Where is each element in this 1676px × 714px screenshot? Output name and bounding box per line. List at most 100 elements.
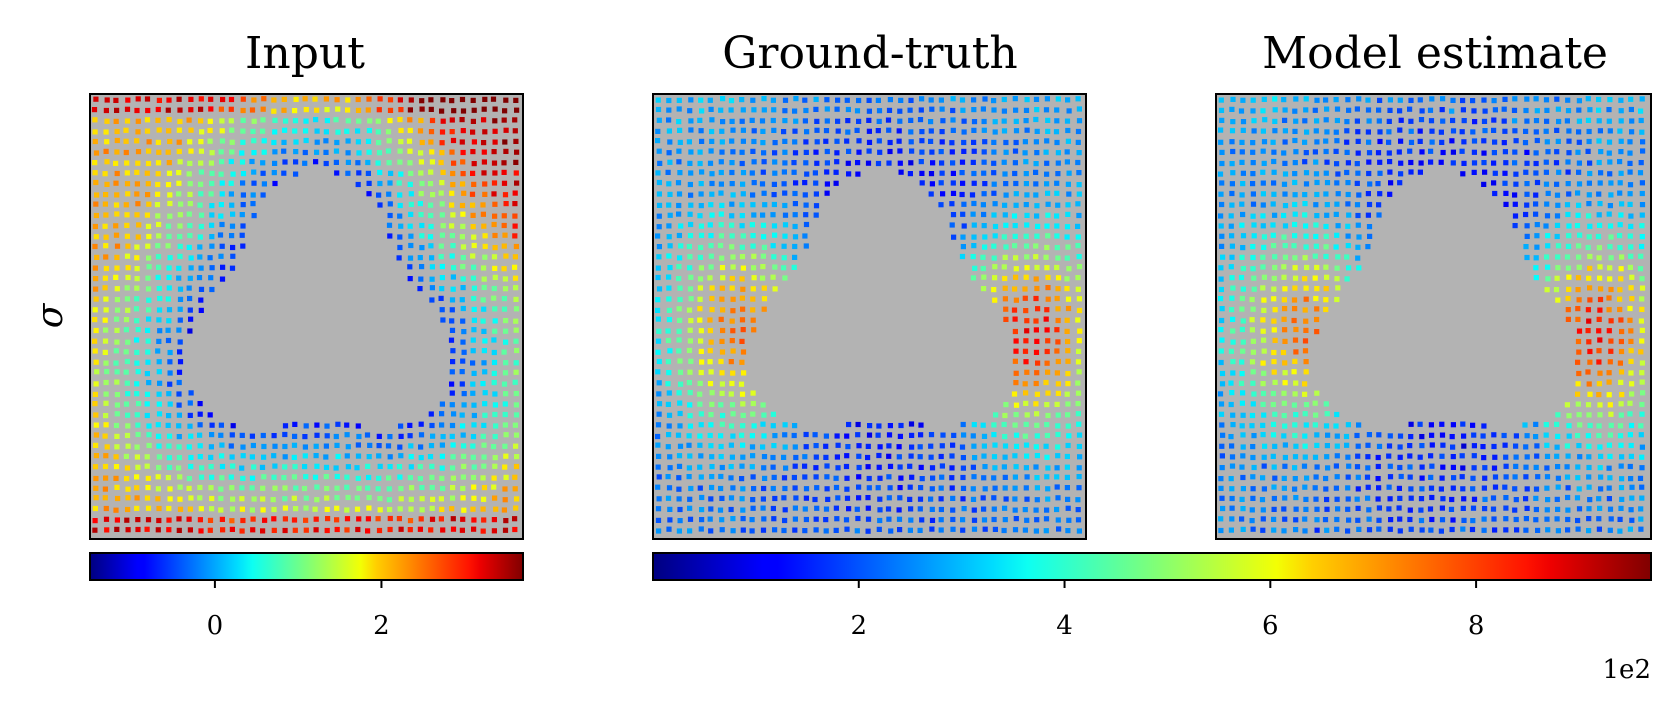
heatmap-cell <box>387 118 393 124</box>
heatmap-cell <box>698 181 704 187</box>
heatmap-cell <box>1281 181 1288 187</box>
heatmap-cell <box>1064 328 1070 334</box>
heatmap-cell <box>1638 432 1644 438</box>
heatmap-cell <box>1323 401 1329 407</box>
heatmap-cell <box>698 369 704 376</box>
heatmap-cell <box>240 202 246 208</box>
heatmap-cell <box>1586 464 1592 471</box>
heatmap-cell <box>1470 98 1476 104</box>
heatmap-cell <box>1065 296 1072 302</box>
heatmap-cell <box>1408 434 1414 440</box>
heatmap-cell <box>218 507 224 513</box>
heatmap-cell <box>718 190 724 196</box>
heatmap-cell <box>844 453 850 459</box>
heatmap-cell <box>272 443 278 449</box>
heatmap-cell <box>1628 328 1634 334</box>
heatmap-cell <box>1575 359 1581 365</box>
heatmap-cell <box>718 107 724 113</box>
heatmap-cell <box>1627 150 1633 156</box>
heatmap-cell <box>1054 506 1060 513</box>
heatmap-cell <box>407 181 413 187</box>
heatmap-cell <box>1076 264 1083 270</box>
heatmap-cell <box>302 453 308 459</box>
heatmap-cell <box>1502 170 1508 176</box>
heatmap-cell <box>1639 444 1645 450</box>
heatmap-cell <box>718 181 724 187</box>
heatmap-cell <box>491 349 497 356</box>
heatmap-cell <box>1544 287 1550 293</box>
heatmap-cell <box>1013 370 1019 376</box>
heatmap-cell <box>740 401 746 407</box>
heatmap-cell <box>1398 473 1404 480</box>
heatmap-cell <box>1076 338 1082 344</box>
heatmap-cell <box>940 191 946 197</box>
heatmap-cell <box>1001 421 1007 428</box>
heatmap-cell <box>144 371 150 377</box>
heatmap-cell <box>1293 412 1299 418</box>
heatmap-cell <box>1240 506 1246 512</box>
heatmap-cell <box>1229 275 1235 281</box>
heatmap-cell <box>1064 276 1070 282</box>
heatmap-cell <box>1064 159 1070 165</box>
heatmap-cell <box>877 444 883 450</box>
heatmap-cell <box>354 506 361 512</box>
heatmap-cell <box>198 96 204 102</box>
heatmap-cell <box>439 232 445 238</box>
heatmap-cell <box>698 453 704 459</box>
heatmap-cell <box>471 484 477 490</box>
heatmap-cell <box>398 433 404 439</box>
heatmap-cell <box>1065 127 1071 134</box>
heatmap-cell <box>1596 328 1602 334</box>
heatmap-cell <box>740 516 746 522</box>
colorbar-shared-tick-label: 6 <box>1262 611 1279 641</box>
heatmap-cell <box>104 369 110 375</box>
heatmap-cell <box>166 97 172 103</box>
heatmap-cell <box>1064 464 1070 470</box>
heatmap-cell <box>1596 118 1602 124</box>
heatmap-cell <box>824 106 830 112</box>
heatmap-cell <box>1045 296 1051 302</box>
heatmap-cell <box>1365 484 1371 490</box>
heatmap-cell <box>1344 276 1350 282</box>
heatmap-cell <box>1334 296 1340 303</box>
heatmap-cell <box>688 221 694 228</box>
heatmap-cell <box>187 423 193 429</box>
heatmap-cell <box>1075 390 1082 396</box>
heatmap-cell <box>1533 170 1539 176</box>
heatmap-cell <box>1055 423 1061 429</box>
heatmap-cell <box>959 170 965 176</box>
heatmap-cell <box>1313 202 1319 208</box>
heatmap-cell <box>919 180 925 186</box>
heatmap-cell <box>749 464 755 470</box>
heatmap-cell <box>1002 296 1008 302</box>
heatmap-cell <box>730 370 736 376</box>
heatmap-cell <box>260 496 266 502</box>
heatmap-cell <box>124 285 130 291</box>
heatmap-cell <box>1303 359 1309 365</box>
heatmap-cell <box>503 318 509 324</box>
heatmap-cell <box>1335 223 1341 229</box>
heatmap-cell <box>1596 359 1602 365</box>
heatmap-cell <box>1250 266 1256 272</box>
heatmap-cell <box>1598 486 1604 492</box>
heatmap-cell <box>1471 496 1478 502</box>
heatmap-cell <box>1533 160 1539 167</box>
heatmap-cell <box>291 454 297 460</box>
heatmap-cell <box>1013 191 1019 197</box>
heatmap-cell <box>1034 213 1040 219</box>
heatmap-cell <box>1292 201 1298 208</box>
heatmap-cell <box>166 265 172 271</box>
heatmap-cell <box>1534 137 1540 144</box>
heatmap-cell <box>428 443 435 449</box>
heatmap-cell <box>1343 433 1350 440</box>
heatmap-cell <box>667 506 673 512</box>
heatmap-cell <box>1250 474 1256 480</box>
heatmap-cell <box>407 223 413 229</box>
heatmap-cell <box>929 526 935 532</box>
heatmap-cell <box>751 253 757 259</box>
heatmap-cell <box>1293 506 1299 512</box>
heatmap-cell <box>1596 516 1602 522</box>
heatmap-cell <box>803 431 809 438</box>
heatmap-cell <box>1034 128 1040 134</box>
heatmap-cell <box>770 117 776 124</box>
